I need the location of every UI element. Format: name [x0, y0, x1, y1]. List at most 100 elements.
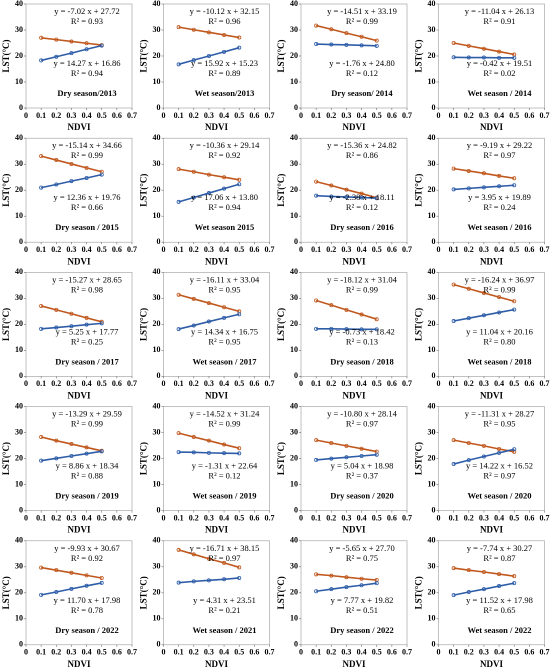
x-tick-label: 0.5 — [97, 379, 107, 388]
x-tick-label: 0.5 — [97, 245, 107, 254]
equation: y = -2.38 x + 18.11 — [329, 192, 394, 202]
x-tick-label: 0 — [437, 513, 441, 522]
y-tick-label: 20 — [290, 453, 298, 462]
data-point — [176, 167, 181, 172]
data-point — [359, 191, 364, 196]
x-tick-label: 0.1 — [36, 379, 46, 388]
y-tick-label: 20 — [15, 588, 23, 597]
data-point — [84, 41, 89, 46]
data-point — [359, 583, 364, 588]
x-tick-label: 0.4 — [357, 379, 367, 388]
trend-line — [316, 453, 377, 461]
data-point — [191, 27, 196, 32]
data-point — [329, 183, 334, 188]
data-point — [359, 453, 364, 458]
data-point — [481, 290, 486, 295]
y-tick-label: 10 — [428, 345, 436, 354]
y-axis-label: LST(°C) — [1, 442, 11, 475]
x-tick-label: 0.2 — [464, 648, 474, 657]
data-point — [222, 451, 227, 456]
y-axis-label: LST(°C) — [414, 308, 424, 341]
r-squared: R² = 0.87 — [483, 553, 515, 563]
data-point — [84, 165, 89, 170]
x-tick-label: 0.6 — [524, 648, 534, 657]
data-point — [39, 185, 44, 190]
equation: y = -16.24 x + 36.97 — [465, 274, 535, 284]
y-tick-label: 30 — [290, 427, 298, 436]
equation: y = -10.80 x + 28.14 — [327, 409, 398, 419]
y-tick-label: 10 — [15, 479, 23, 488]
data-point — [176, 450, 181, 455]
x-tick-label: 0.2 — [326, 245, 336, 254]
data-point — [466, 186, 471, 191]
r-squared: R² = 0.66 — [71, 202, 103, 212]
x-tick-label: 0.3 — [479, 245, 489, 254]
y-tick-label: 20 — [153, 51, 161, 60]
data-point — [359, 327, 364, 332]
data-point — [99, 575, 104, 580]
y-tick-label: 10 — [290, 345, 298, 354]
data-point — [237, 35, 242, 40]
data-point — [191, 58, 196, 63]
x-tick-label: 0.1 — [311, 513, 321, 522]
data-point — [466, 590, 471, 595]
x-axis-label: NDVI — [480, 390, 503, 400]
y-tick-label: 10 — [290, 479, 298, 488]
data-point — [512, 449, 517, 454]
x-tick-label: 0.3 — [479, 379, 489, 388]
x-axis-label: NDVI — [205, 659, 228, 669]
trend-line — [453, 567, 515, 577]
data-point — [497, 446, 502, 451]
y-tick-label: 30 — [428, 159, 436, 168]
y-tick-label: 40 — [153, 267, 161, 276]
x-tick-label: 0.4 — [82, 379, 92, 388]
data-point — [39, 154, 44, 159]
x-tick-label: 0.7 — [540, 379, 550, 388]
data-point — [329, 440, 334, 445]
x-tick-label: 0.5 — [97, 111, 107, 120]
equation: y = 14.34 x + 16.75 — [191, 326, 258, 336]
y-tick-label: 10 — [153, 77, 161, 86]
data-point — [84, 175, 89, 180]
y-tick-label: 40 — [428, 0, 436, 8]
data-point — [84, 47, 89, 52]
x-tick-label: 0.6 — [249, 111, 259, 120]
y-tick-label: 0 — [19, 103, 23, 112]
x-tick-label: 0.4 — [82, 648, 92, 657]
y-tick-label: 10 — [15, 211, 23, 220]
equation: y = 17.06 x + 13.80 — [191, 192, 258, 202]
data-point — [206, 578, 211, 583]
trend-line — [178, 451, 240, 455]
r-squared: R² = 0.99 — [71, 419, 103, 429]
y-tick-label: 0 — [19, 371, 23, 380]
y-tick-label: 10 — [428, 479, 436, 488]
x-tick-label: 0.6 — [112, 513, 122, 522]
trend-line — [316, 194, 377, 200]
x-tick-label: 0.5 — [234, 648, 244, 657]
trend-line — [40, 305, 102, 323]
data-point — [206, 319, 211, 324]
data-point — [497, 295, 502, 300]
x-tick-label: 0.2 — [189, 513, 199, 522]
x-tick-label: 0 — [299, 513, 303, 522]
x-tick-label: 0.5 — [509, 111, 519, 120]
data-point — [451, 566, 456, 571]
data-point — [222, 315, 227, 320]
equation: y = -0.42 x + 19.51 — [467, 58, 533, 68]
r-squared: R² = 0.99 — [346, 16, 378, 26]
r-squared: R² = 0.97 — [483, 150, 515, 160]
x-tick-label: 0.7 — [127, 513, 137, 522]
equation: y = -16.11 x + 33.04 — [190, 274, 260, 284]
x-tick-label: 0.2 — [326, 379, 336, 388]
data-point — [206, 54, 211, 59]
y-tick-label: 10 — [153, 614, 161, 623]
y-tick-label: 30 — [15, 427, 23, 436]
x-tick-label: 0.2 — [464, 513, 474, 522]
trend-line — [178, 183, 240, 203]
x-tick-label: 0.3 — [341, 111, 351, 120]
x-axis-label: NDVI — [205, 390, 228, 400]
y-tick-label: 0 — [157, 640, 161, 649]
y-tick-label: 30 — [153, 427, 161, 436]
x-tick-label: 0.5 — [234, 245, 244, 254]
x-tick-label: 0.5 — [97, 513, 107, 522]
